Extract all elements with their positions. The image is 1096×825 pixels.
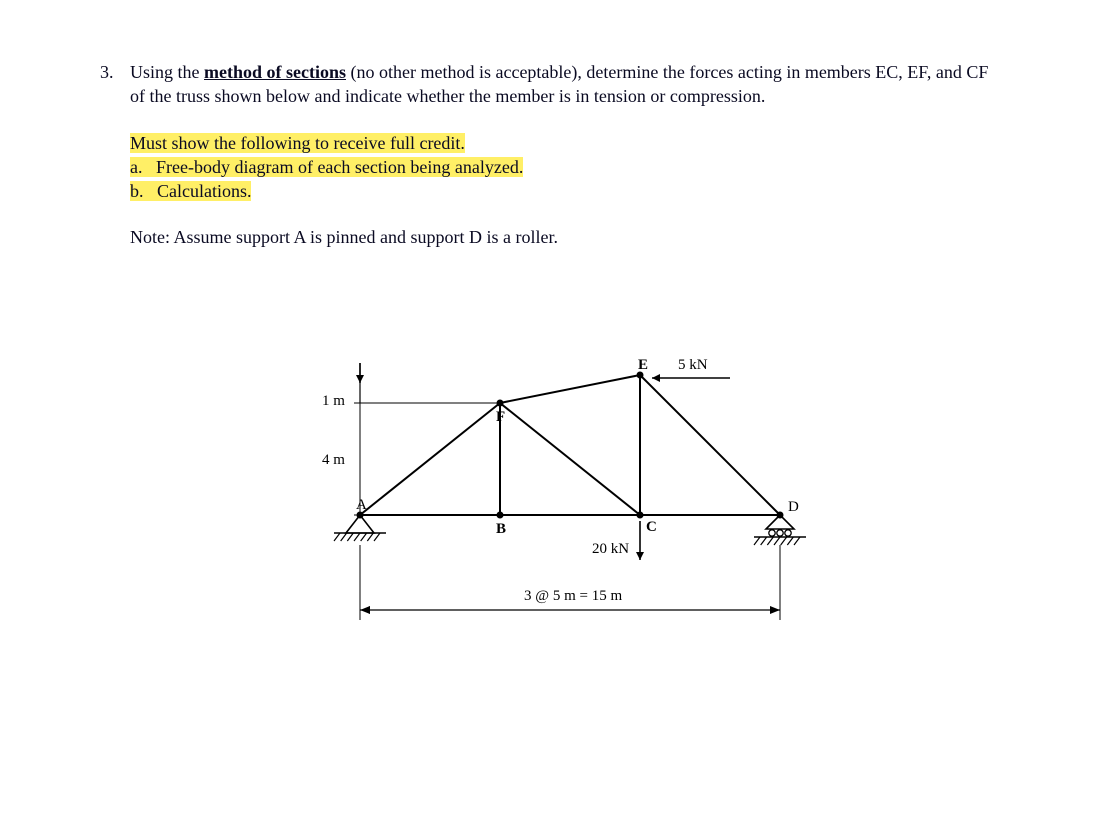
- credit-line: Must show the following to receive full …: [130, 133, 465, 153]
- svg-text:20 kN: 20 kN: [592, 541, 629, 557]
- credit-b-text: Calculations.: [157, 181, 251, 201]
- svg-text:A: A: [356, 497, 367, 513]
- credit-b: b. Calculations.: [130, 181, 251, 201]
- svg-text:3 @ 5 m = 15 m: 3 @ 5 m = 15 m: [524, 588, 622, 604]
- problem-text-a: Using the: [130, 62, 204, 82]
- svg-text:C: C: [646, 519, 657, 535]
- svg-text:5 kN: 5 kN: [678, 357, 708, 373]
- method-link: method of sections: [204, 62, 346, 82]
- problem-number: 3.: [100, 60, 130, 84]
- credit-a: a. Free-body diagram of each section bei…: [130, 157, 523, 177]
- credit-b-num: b.: [130, 181, 144, 201]
- note: Note: Assume support A is pinned and sup…: [130, 225, 996, 249]
- svg-text:1 m: 1 m: [322, 393, 345, 409]
- svg-text:D: D: [788, 499, 799, 515]
- svg-text:E: E: [638, 357, 648, 373]
- svg-text:4 m: 4 m: [322, 452, 345, 468]
- svg-text:F: F: [496, 409, 505, 425]
- svg-text:B: B: [496, 521, 506, 537]
- credit-a-num: a.: [130, 157, 143, 177]
- truss-figure: ABCDEF1 m4 m5 kN20 kN3 @ 5 m = 15 m: [290, 375, 850, 675]
- problem-statement: Using the method of sections (no other m…: [130, 60, 996, 109]
- credit-a-text: Free-body diagram of each section being …: [156, 157, 523, 177]
